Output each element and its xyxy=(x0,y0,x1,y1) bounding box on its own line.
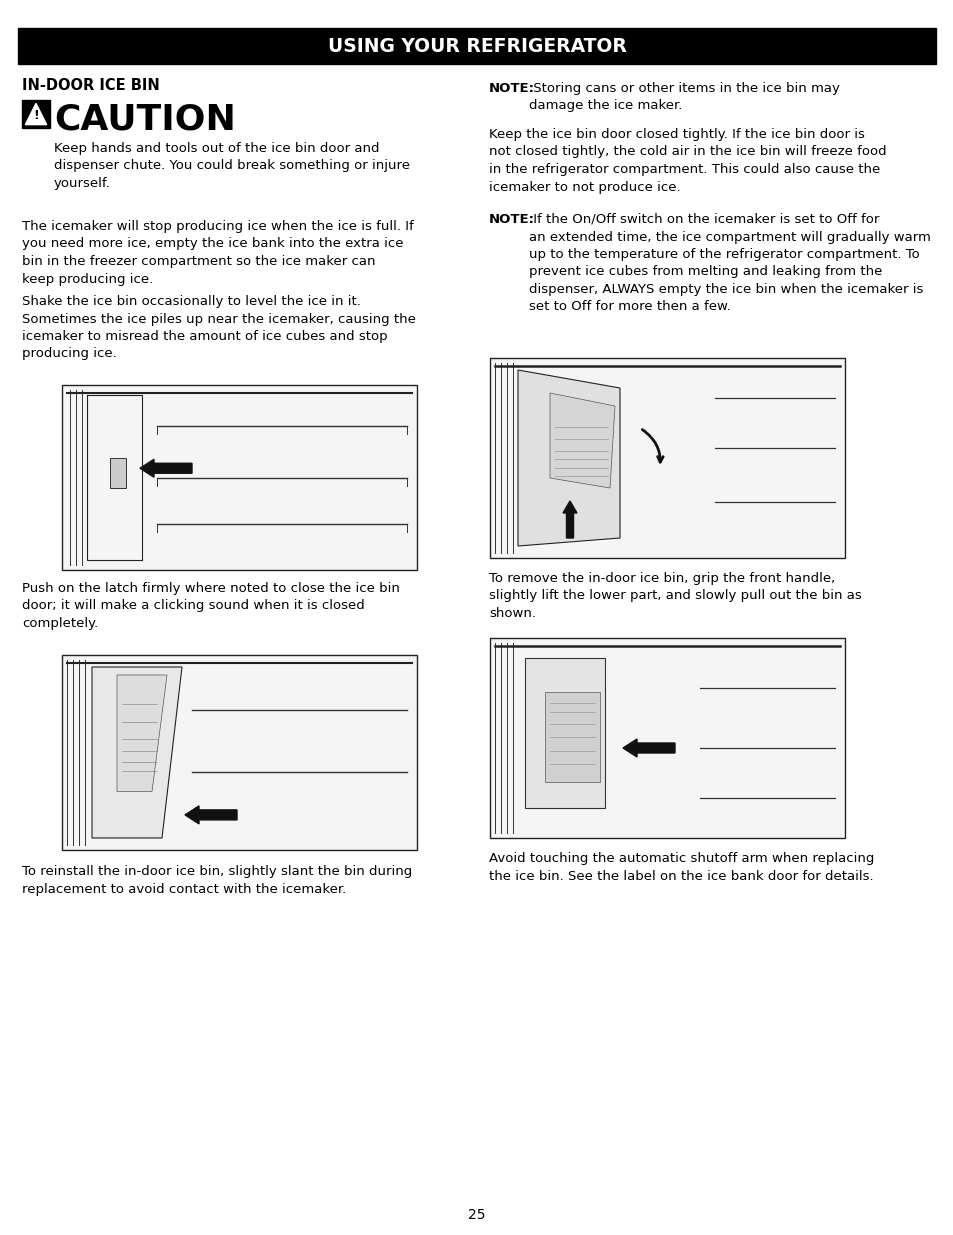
FancyArrow shape xyxy=(622,739,675,757)
Bar xyxy=(62,385,416,571)
Text: NOTE:: NOTE: xyxy=(489,82,535,95)
Text: USING YOUR REFRIGERATOR: USING YOUR REFRIGERATOR xyxy=(327,37,626,56)
Text: Storing cans or other items in the ice bin may
damage the ice maker.: Storing cans or other items in the ice b… xyxy=(529,82,839,112)
Bar xyxy=(524,658,604,808)
Bar xyxy=(62,655,416,850)
Text: NOTE:: NOTE: xyxy=(489,212,535,226)
Polygon shape xyxy=(91,667,182,839)
FancyArrow shape xyxy=(562,501,577,538)
Text: The icemaker will stop producing ice when the ice is full. If
you need more ice,: The icemaker will stop producing ice whe… xyxy=(22,220,414,285)
FancyArrow shape xyxy=(140,459,192,477)
Text: Avoid touching the automatic shutoff arm when replacing
the ice bin. See the lab: Avoid touching the automatic shutoff arm… xyxy=(489,852,874,883)
Text: Push on the latch firmly where noted to close the ice bin
door; it will make a c: Push on the latch firmly where noted to … xyxy=(22,582,399,630)
Text: Keep the ice bin door closed tightly. If the ice bin door is
not closed tightly,: Keep the ice bin door closed tightly. If… xyxy=(489,128,885,194)
Text: If the On/Off switch on the icemaker is set to Off for
an extended time, the ice: If the On/Off switch on the icemaker is … xyxy=(529,212,930,314)
Polygon shape xyxy=(517,370,619,546)
Bar xyxy=(544,692,599,782)
Text: Keep hands and tools out of the ice bin door and
dispenser chute. You could brea: Keep hands and tools out of the ice bin … xyxy=(54,142,410,190)
Text: Shake the ice bin occasionally to level the ice in it.
Sometimes the ice piles u: Shake the ice bin occasionally to level … xyxy=(22,295,416,361)
Text: To remove the in-door ice bin, grip the front handle,
slightly lift the lower pa: To remove the in-door ice bin, grip the … xyxy=(489,572,861,620)
Bar xyxy=(22,100,50,128)
Text: !: ! xyxy=(33,109,39,122)
Bar xyxy=(18,28,935,64)
Polygon shape xyxy=(550,393,615,488)
Text: 25: 25 xyxy=(468,1208,485,1221)
FancyArrow shape xyxy=(185,806,236,824)
Text: CAUTION: CAUTION xyxy=(54,103,235,136)
Bar xyxy=(490,358,844,558)
Bar xyxy=(490,638,844,839)
Text: To reinstall the in-door ice bin, slightly slant the bin during
replacement to a: To reinstall the in-door ice bin, slight… xyxy=(22,864,412,895)
Bar xyxy=(110,458,126,488)
Text: IN-DOOR ICE BIN: IN-DOOR ICE BIN xyxy=(22,78,159,93)
Polygon shape xyxy=(117,676,167,792)
Polygon shape xyxy=(26,104,47,125)
